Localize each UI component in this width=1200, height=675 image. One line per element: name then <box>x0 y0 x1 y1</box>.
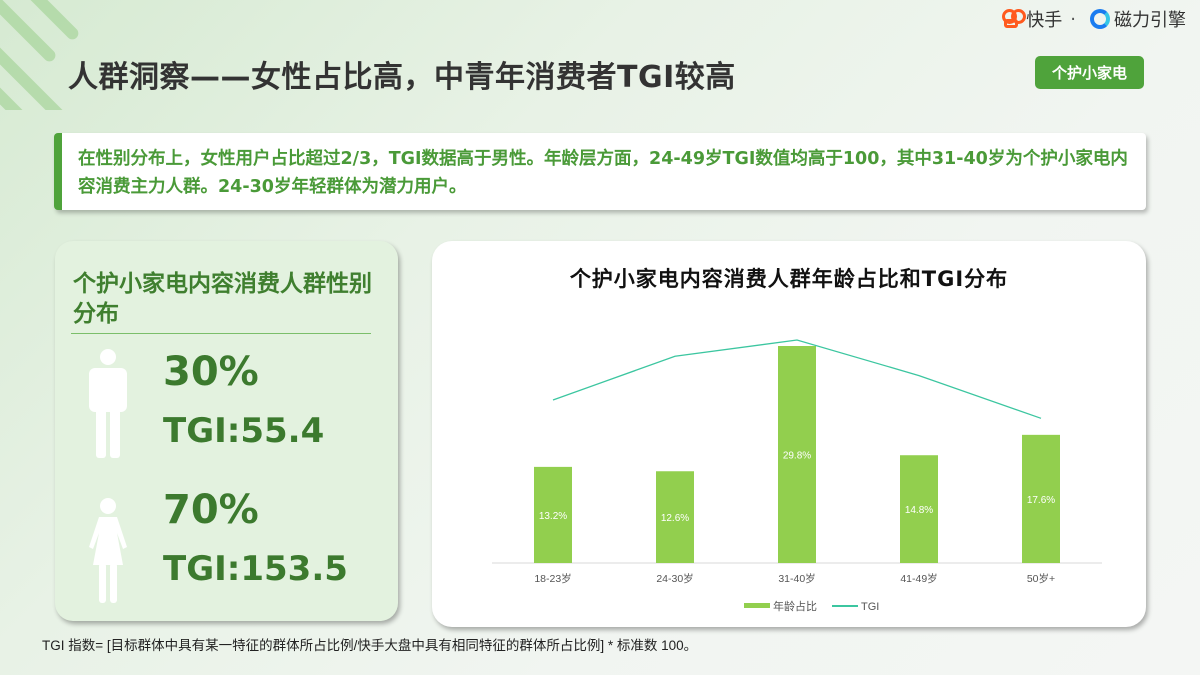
x-tick-label: 50岁+ <box>1027 572 1055 585</box>
cili-label: 磁力引擎 <box>1114 10 1186 31</box>
gender-panel: 个护小家电内容消费人群性别分布 30% TGI:55.4 70% TGI:153… <box>55 241 398 621</box>
bar-label: 17.6% <box>1027 495 1055 506</box>
male-figure-icon <box>89 349 127 458</box>
age-chart-panel: 个护小家电内容消费人群年龄占比和TGI分布 13.2% 18-23岁 12.6% 24… <box>432 241 1146 627</box>
kuaishou-logo-icon <box>1002 9 1027 29</box>
female-tgi: TGI:153.5 <box>163 549 348 589</box>
bar-age-share <box>1022 434 1060 563</box>
divider <box>71 333 371 334</box>
bar-age-share <box>534 466 572 563</box>
brand-logos: 快手 · 磁力引擎 <box>1002 6 1186 32</box>
legend-swatch-bar <box>744 603 770 608</box>
legend-label-age-share: 年龄占比 <box>773 599 817 613</box>
male-tgi: TGI:55.4 <box>163 411 325 451</box>
summary-box: 在性别分布上，女性用户占比超过2/3，TGI数据高于男性。年龄层方面，24-49… <box>54 133 1146 210</box>
bar-label: 12.6% <box>661 513 689 524</box>
brand-separator: · <box>1070 8 1076 30</box>
female-figure-icon <box>89 498 127 603</box>
page-title: 人群洞察——女性占比高，中青年消费者TGI较高 <box>68 60 736 95</box>
male-percent: 30% <box>163 349 259 395</box>
bar-label: 29.8% <box>783 451 811 462</box>
x-tick-label: 31-40岁 <box>778 572 815 585</box>
cili-logo-icon <box>1090 9 1110 29</box>
female-percent: 70% <box>163 487 259 533</box>
chart-title: 个护小家电内容消费人群年龄占比和TGI分布 <box>569 267 1009 291</box>
bar-age-share <box>656 471 694 563</box>
tgi-footnote: TGI 指数= [目标群体中具有某一特征的群体所占比例/快手大盘中具有相同特征的… <box>42 638 698 653</box>
category-tag: 个护小家电 <box>1035 56 1144 89</box>
x-tick-label: 41-49岁 <box>900 572 937 585</box>
x-tick-label: 18-23岁 <box>534 572 571 585</box>
age-tgi-chart: 13.2% 18-23岁 12.6% 24-30岁 29.8% 31-40岁 14.8% 41… <box>492 339 1102 613</box>
bar-label: 13.2% <box>539 511 567 522</box>
bar-age-share <box>900 455 938 563</box>
bar-label: 14.8% <box>905 505 933 516</box>
tgi-line <box>552 339 1042 419</box>
legend-label-tgi: TGI <box>861 601 879 613</box>
bar-age-share <box>778 346 816 563</box>
gender-panel-title: 个护小家电内容消费人群性别分布 <box>73 271 372 327</box>
x-tick-label: 24-30岁 <box>656 572 693 585</box>
kuaishou-label: 快手 <box>1026 10 1063 31</box>
summary-text: 在性别分布上，女性用户占比超过2/3，TGI数据高于男性。年龄层方面，24-49… <box>78 149 1128 197</box>
